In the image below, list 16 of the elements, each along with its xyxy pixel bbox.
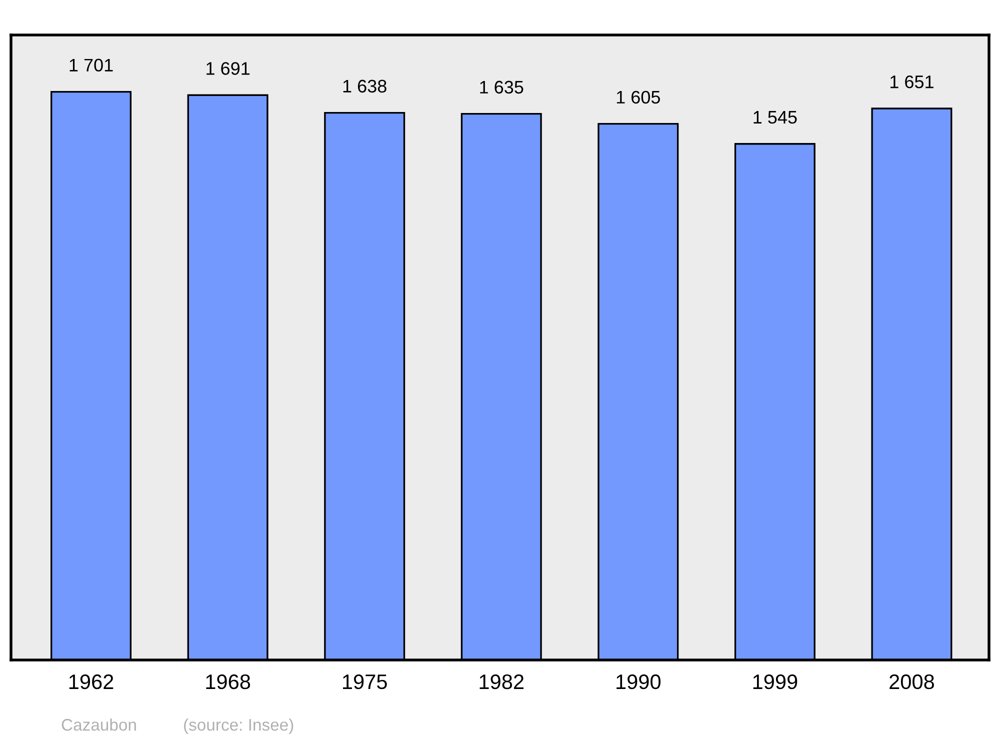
data-label: 1 545 (754, 111, 797, 124)
x-tick-label: 1990 (616, 674, 661, 690)
x-tick-label: 1982 (480, 674, 524, 690)
x-tick-label: 1962 (69, 674, 114, 690)
text: (source: Insee) (184, 718, 294, 734)
data-label: 1 638 (343, 80, 386, 93)
x-tick-label: 1999 (753, 674, 798, 690)
data-label: 1 691 (206, 62, 250, 75)
x-tick-label: 2008 (890, 674, 934, 690)
data-label: 1 635 (480, 80, 524, 94)
data-label: 1 651 (890, 75, 934, 88)
x-tick-label: 1975 (343, 674, 387, 690)
data-label: 1 701 (70, 58, 113, 72)
x-tick-label: 1968 (206, 674, 250, 690)
text: Cazaubon (62, 718, 136, 731)
data-label: 1 605 (616, 90, 660, 104)
